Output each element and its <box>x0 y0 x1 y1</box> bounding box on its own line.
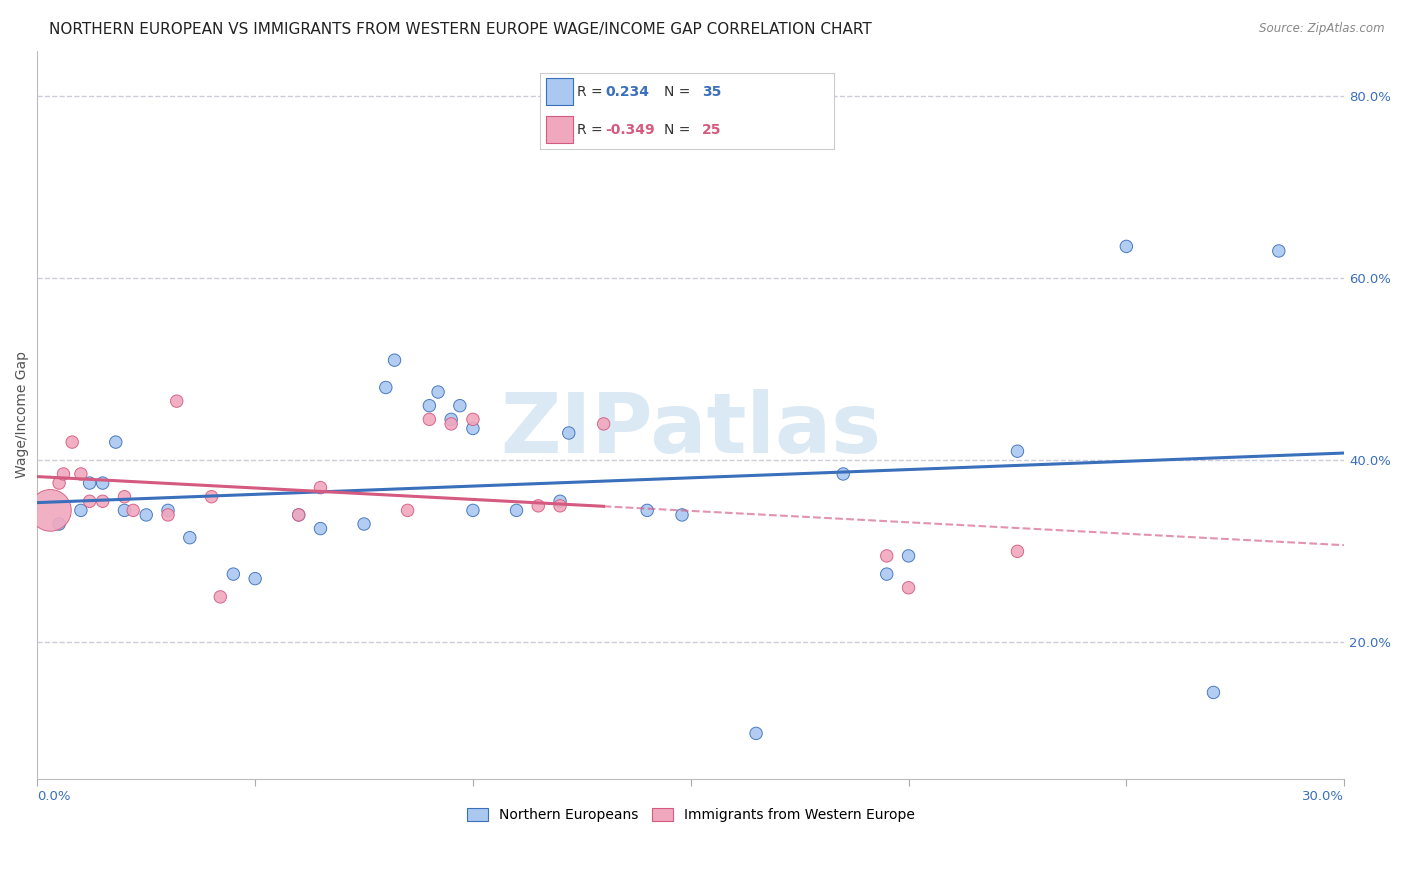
Point <box>418 399 440 413</box>
Point <box>745 726 768 740</box>
Point <box>166 394 188 409</box>
Point <box>384 353 406 368</box>
Point <box>48 516 70 531</box>
Point <box>832 467 855 481</box>
Point <box>440 412 463 426</box>
Point <box>60 435 83 450</box>
Point <box>418 412 440 426</box>
Point <box>243 572 266 586</box>
Point <box>1202 685 1225 699</box>
Point <box>1007 544 1029 558</box>
Point <box>70 503 93 517</box>
Point <box>79 494 101 508</box>
Point <box>79 476 101 491</box>
Point <box>876 549 898 563</box>
Point <box>104 435 127 450</box>
Point <box>70 467 93 481</box>
Point <box>222 567 245 582</box>
Text: NORTHERN EUROPEAN VS IMMIGRANTS FROM WESTERN EUROPE WAGE/INCOME GAP CORRELATION : NORTHERN EUROPEAN VS IMMIGRANTS FROM WES… <box>49 22 872 37</box>
Point <box>156 508 179 522</box>
Point <box>91 476 114 491</box>
Point <box>39 503 62 517</box>
Point <box>548 494 571 508</box>
Point <box>897 581 920 595</box>
Point <box>353 516 375 531</box>
Point <box>287 508 309 522</box>
Point <box>114 503 136 517</box>
Legend: Northern Europeans, Immigrants from Western Europe: Northern Europeans, Immigrants from West… <box>463 805 920 827</box>
Point <box>461 421 484 435</box>
Point <box>122 503 145 517</box>
Text: 30.0%: 30.0% <box>1302 790 1344 803</box>
Point <box>179 531 201 545</box>
Text: Source: ZipAtlas.com: Source: ZipAtlas.com <box>1260 22 1385 36</box>
Point <box>156 503 179 517</box>
Point <box>461 503 484 517</box>
Point <box>440 417 463 431</box>
Point <box>91 494 114 508</box>
Point <box>876 567 898 582</box>
Point <box>309 522 332 536</box>
Point <box>135 508 157 522</box>
Text: 0.0%: 0.0% <box>38 790 70 803</box>
Point <box>287 508 309 522</box>
Point <box>461 412 484 426</box>
Point <box>671 508 693 522</box>
Point <box>558 425 581 440</box>
Point <box>48 476 70 491</box>
Point <box>396 503 419 517</box>
Point <box>1007 444 1029 458</box>
Point <box>114 490 136 504</box>
Point <box>309 481 332 495</box>
Point <box>374 380 396 394</box>
Point <box>527 499 550 513</box>
Point <box>505 503 527 517</box>
Point <box>1268 244 1291 258</box>
Point <box>636 503 658 517</box>
Text: ZIPatlas: ZIPatlas <box>501 389 882 470</box>
Point <box>209 590 232 604</box>
Point <box>548 499 571 513</box>
Point <box>1115 239 1137 253</box>
Point <box>897 549 920 563</box>
Point <box>200 490 222 504</box>
Point <box>449 399 471 413</box>
Point <box>592 417 614 431</box>
Point <box>427 385 450 400</box>
Y-axis label: Wage/Income Gap: Wage/Income Gap <box>15 351 30 478</box>
Point <box>52 467 75 481</box>
